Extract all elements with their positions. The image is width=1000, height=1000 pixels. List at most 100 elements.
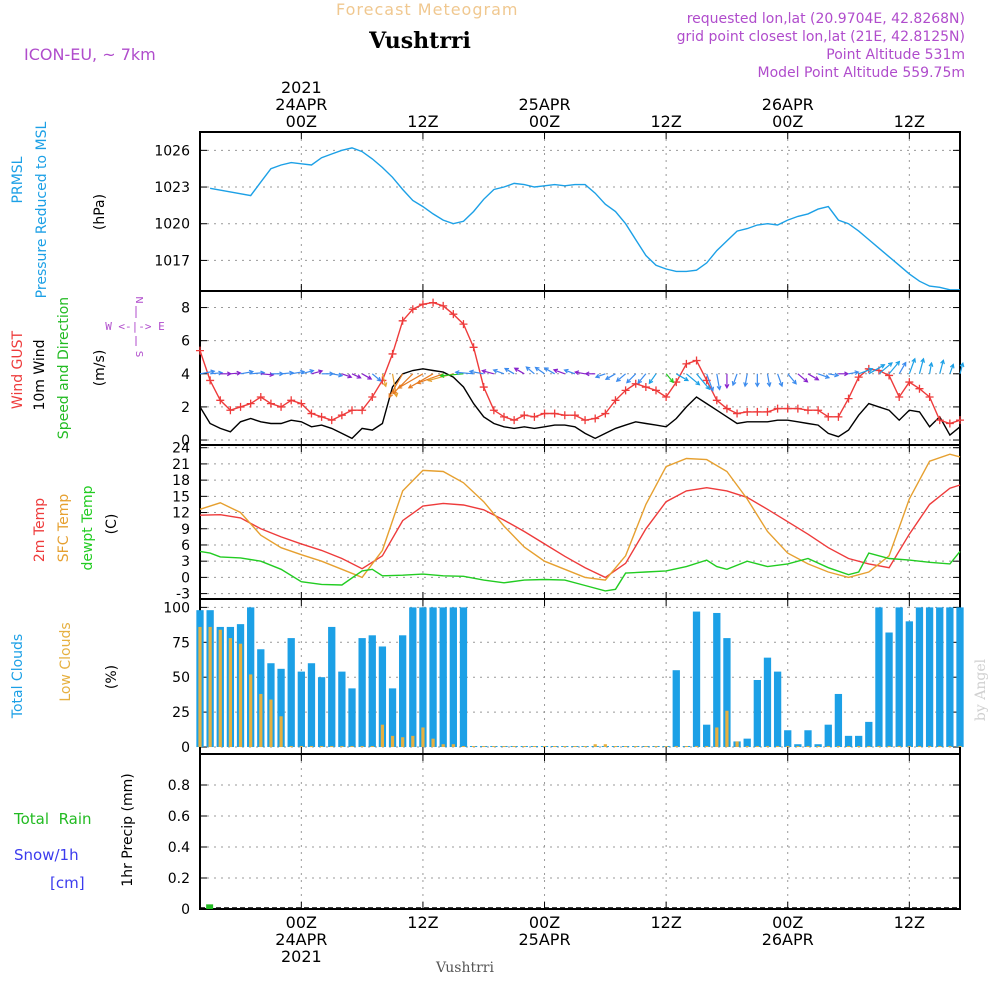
total-cloud-bar	[358, 638, 366, 748]
low-cloud-bar	[532, 746, 537, 748]
wind-arrow	[754, 373, 760, 388]
y-tick-label: 75	[172, 635, 190, 651]
pressure-label-2: Pressure Reduced to MSL	[34, 121, 50, 298]
low-cloud-bar	[319, 746, 324, 748]
wind-arrow	[573, 370, 586, 376]
top-time-label: 00Z	[529, 112, 560, 131]
total-cloud-bar	[449, 607, 457, 748]
low-cloud-bar	[836, 746, 841, 748]
total-clouds-label: Total Clouds	[10, 634, 26, 719]
wind-arrow	[724, 373, 730, 390]
compass-icon: N W <-|-> E S	[105, 296, 165, 357]
total-cloud-bar	[672, 670, 680, 748]
wind-arrow	[626, 373, 637, 384]
gust-marker	[621, 386, 630, 395]
wind-arrow	[351, 373, 362, 379]
total-cloud-bar	[338, 671, 346, 748]
y-tick-label: 25	[172, 705, 190, 721]
gust-marker	[540, 409, 549, 418]
gust-marker	[196, 346, 204, 355]
y-tick-label: 2	[181, 400, 190, 416]
sfctemp-label: SFC Temp	[56, 494, 72, 563]
gust-marker	[317, 412, 326, 421]
bottom-time-label: 24APR	[275, 930, 327, 949]
low-cloud-bar	[249, 674, 253, 748]
wind-arrow	[481, 369, 495, 375]
low-cloud-bar	[279, 716, 283, 748]
wind-arrow	[341, 373, 353, 379]
wind-arrow	[301, 369, 315, 375]
wind-arrow	[281, 370, 295, 376]
wind-arrow	[439, 373, 464, 378]
credit-text: by Angel	[973, 658, 989, 721]
wind-arrow	[604, 373, 616, 380]
total-cloud-bar	[905, 621, 913, 748]
low-cloud-bar	[289, 746, 293, 748]
low-cloud-bar	[583, 746, 587, 748]
wind-arrow	[454, 370, 474, 375]
low-cloud-bar	[330, 746, 334, 748]
gust-marker	[348, 406, 356, 415]
dewpt-line	[199, 550, 961, 592]
gust-marker	[682, 359, 691, 368]
y-tick-label: -3	[176, 587, 190, 603]
gust-marker	[337, 411, 346, 420]
low-cloud-bar	[644, 746, 648, 748]
wind-arrow	[898, 361, 907, 375]
wind10m-line	[199, 368, 961, 440]
low-cloud-bar	[370, 746, 374, 748]
total-cloud-bar	[388, 688, 397, 748]
total-cloud-bar	[925, 607, 934, 748]
wind-arrow	[766, 373, 772, 388]
y-tick-label: 0.6	[168, 809, 190, 825]
gust-marker	[783, 404, 792, 413]
low-cloud-bar	[542, 746, 547, 748]
top-time-label: 25APR	[518, 95, 570, 114]
total-cloud-bar	[713, 612, 721, 748]
precip-unit: 1hr Precip (mm)	[120, 773, 136, 886]
gust-marker	[520, 411, 529, 420]
y-tick-label: 0	[181, 740, 190, 756]
wind-arrow	[563, 368, 576, 375]
gust-marker	[459, 320, 468, 329]
low-cloud-bar	[613, 746, 618, 748]
bottom-time-label: 00Z	[286, 913, 317, 932]
gust-marker	[722, 404, 731, 413]
compass-south: S	[133, 351, 144, 357]
wind-arrow	[397, 373, 424, 389]
wind-arrow	[503, 367, 515, 375]
wind-arrow	[858, 367, 874, 375]
gust-marker	[479, 383, 488, 392]
total-cloud-bar	[895, 607, 903, 748]
wind-arrow	[381, 373, 388, 388]
y-tick-label: 9	[181, 522, 190, 538]
wind-arrow	[706, 373, 715, 392]
y-tick-label: 0	[181, 433, 190, 449]
rain-bar	[206, 904, 214, 909]
wind-arrow	[361, 373, 373, 380]
total-cloud-bar	[439, 607, 447, 748]
bottom-time-label: 12Z	[894, 913, 925, 932]
low-cloud-bar	[228, 638, 233, 748]
low-cloud-bar	[573, 746, 577, 748]
total-cloud-bar	[317, 677, 326, 748]
total-cloud-bar	[824, 724, 832, 748]
gust-marker	[287, 396, 296, 405]
dewpt-label: dewpt Temp	[80, 485, 96, 570]
total-cloud-bar	[956, 607, 964, 748]
clouds-panel: 0 25 50 75 100	[163, 598, 964, 756]
total-cloud-bar	[763, 657, 772, 748]
wind-arrow	[648, 373, 657, 385]
top-time-label: 00Z	[772, 112, 803, 131]
low-cloud-bar	[269, 699, 273, 748]
wind-dir-label: Speed and Direction	[56, 297, 72, 439]
wind-arrow	[807, 373, 820, 381]
low-cloud-bar	[360, 746, 364, 748]
gust-marker	[763, 407, 772, 416]
low-cloud-bar	[563, 746, 567, 748]
low-cloud-bar	[471, 746, 476, 748]
wind-arrow	[543, 367, 555, 375]
wind-arrow	[407, 373, 434, 389]
y-tick-label: 1023	[154, 180, 190, 196]
low-cloud-bar	[664, 746, 668, 748]
